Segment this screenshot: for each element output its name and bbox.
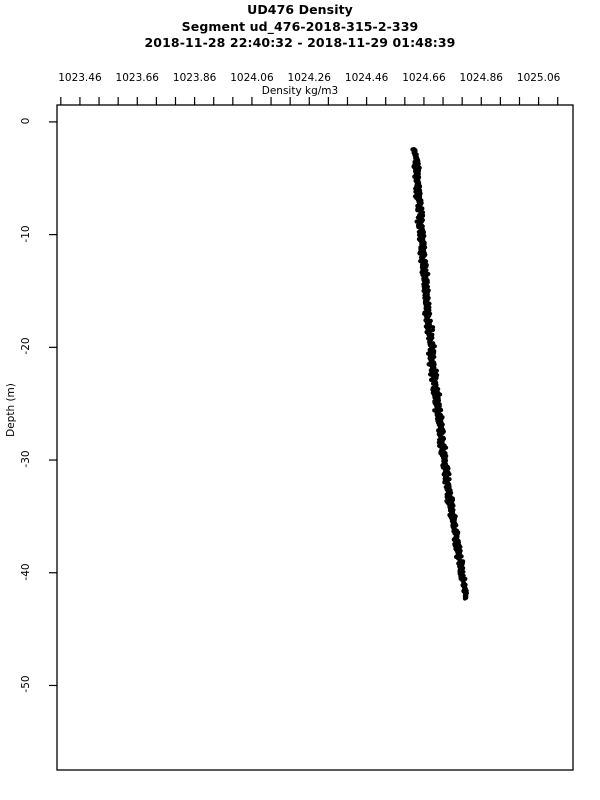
x-tick-label: 1024.06 bbox=[230, 72, 274, 84]
x-tick-label: 1023.86 bbox=[172, 72, 217, 84]
data-point-cloud bbox=[410, 147, 469, 601]
data-point bbox=[462, 596, 467, 601]
data-point bbox=[440, 415, 445, 420]
y-tick-label: -10 bbox=[20, 225, 32, 243]
page-title: UD476 Density bbox=[247, 2, 353, 17]
data-point-outlier bbox=[410, 147, 415, 152]
figure-subtitle-timerange: 2018-11-28 22:40:32 - 2018-11-29 01:48:3… bbox=[144, 35, 456, 50]
x-tick-label: 1024.86 bbox=[459, 72, 503, 84]
plot-border bbox=[56, 104, 574, 771]
figure-subtitle-segment: Segment ud_476-2018-315-2-339 bbox=[181, 18, 419, 34]
x-tick-label: 1024.66 bbox=[402, 72, 446, 84]
y-axis-ticks bbox=[49, 121, 57, 687]
x-tick-label: 1023.46 bbox=[58, 72, 102, 84]
data-point bbox=[447, 472, 452, 477]
y-tick-label: 0 bbox=[20, 117, 32, 125]
y-tick-label: -40 bbox=[20, 563, 32, 581]
plot-frame bbox=[56, 104, 574, 771]
x-tick-label: 1024.46 bbox=[344, 72, 389, 84]
x-tick-label: 1023.66 bbox=[115, 72, 159, 84]
y-tick-label: -20 bbox=[20, 337, 32, 355]
x-tick-label: 1025.06 bbox=[516, 72, 561, 84]
data-point bbox=[413, 186, 418, 191]
x-tick-label: 1024.26 bbox=[287, 72, 331, 84]
y-tick-label: -30 bbox=[20, 450, 32, 468]
figure-title-block: UD476 Density Segment ud_476-2018-315-2-… bbox=[0, 2, 600, 52]
x-axis-ticks bbox=[60, 97, 559, 105]
x-axis-title: Density kg/m3 bbox=[261, 85, 339, 97]
y-tick-label: -50 bbox=[20, 675, 32, 694]
